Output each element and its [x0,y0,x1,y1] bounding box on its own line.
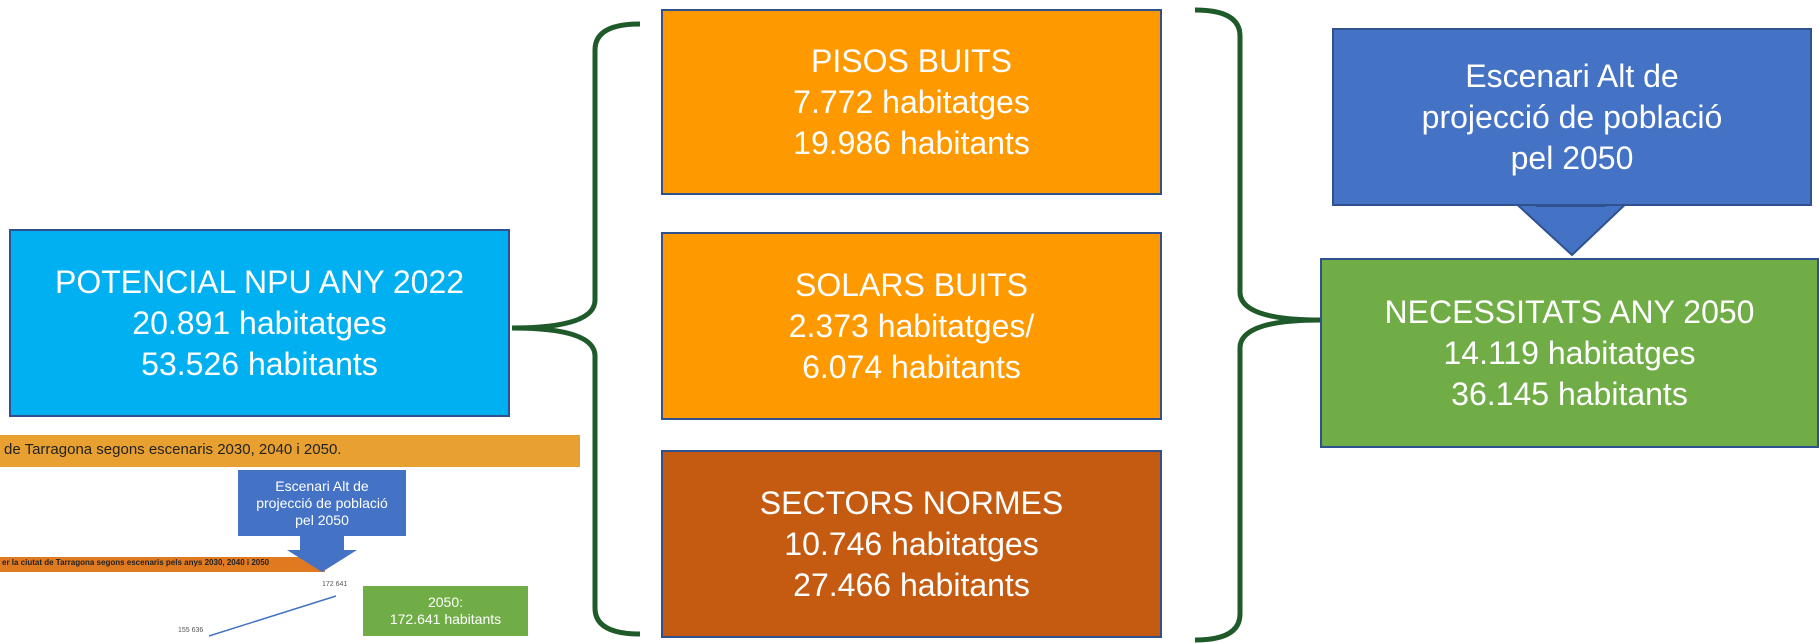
inset-point-label: 155 636 [178,627,203,634]
text-line: PISOS BUITS [811,41,1012,82]
text-line: 36.145 habitants [1451,374,1688,415]
text-line: projecció de població [1422,97,1723,138]
inset-point-label: 172 641 [322,581,347,588]
text-line: pel 2050 [1511,138,1634,179]
page: POTENCIAL NPU ANY 202220.891 habitatges5… [0,0,1819,643]
text-line: NECESSITATS ANY 2050 [1385,292,1755,333]
text-line: Escenari Alt de [275,478,368,495]
text-line: 2.373 habitatges/ [789,306,1035,347]
text-line: 14.119 habitatges [1443,333,1695,374]
down-arrow [1510,198,1632,255]
text-line: SOLARS BUITS [795,265,1028,306]
text-line: pel 2050 [295,512,349,529]
text-line: SECTORS NORMES [760,483,1063,524]
inset-callout: 2050:172.641 habitants [363,586,528,636]
text-line: 27.466 habitants [793,565,1030,606]
right-brace [1195,10,1320,640]
text-line: 2050: [428,594,463,611]
text-line: 53.526 habitants [141,344,378,385]
text-line: projecció de població [256,495,388,512]
text-line: 6.074 habitants [802,347,1021,388]
left-brace [512,24,640,634]
text-line: 20.891 habitatges [132,303,386,344]
inset-line [209,596,336,636]
text-line: 7.772 habitatges [793,82,1030,123]
text-line: POTENCIAL NPU ANY 2022 [55,262,464,303]
text-line: 172.641 habitants [390,611,501,628]
inset-subbanner: er la ciutat de Tarragona segons escenar… [2,558,269,567]
text-line: Escenari Alt de [1465,56,1678,97]
text-line: 10.746 habitatges [784,524,1038,565]
text-line: 19.986 habitants [793,123,1030,164]
inset-banner: de Tarragona segons escenaris 2030, 2040… [4,441,341,458]
